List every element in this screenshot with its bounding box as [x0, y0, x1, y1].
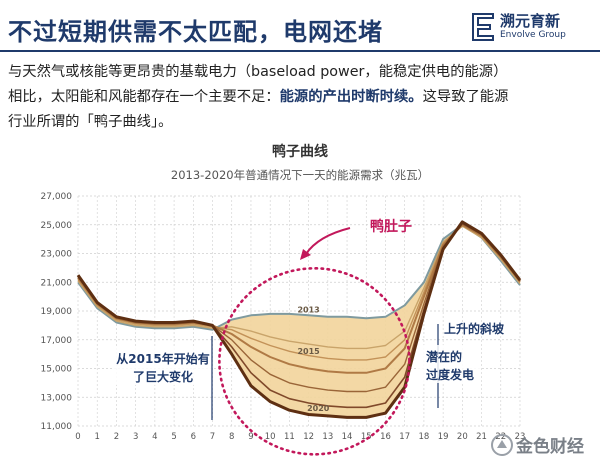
series-label-2020: 2020 [307, 404, 330, 413]
annotation-overgen-line-2: 过度发电 [426, 367, 474, 382]
header: 不过短期供需不太匹配，电网还堵 溯元育新 Envolve Group [0, 0, 600, 56]
x-tick-label: 8 [229, 432, 234, 442]
x-tick-label: 21 [476, 432, 487, 442]
paragraph-line-2-start: 相比，太阳能和风能都存在一个主要不足： [8, 89, 280, 105]
annotation-overgen-bg [418, 345, 480, 383]
series-line [76, 220, 522, 419]
x-tick-label: 20 [457, 432, 468, 442]
annotation-change-line-1: 从2015年开始有 [116, 351, 209, 366]
watermark-logo-icon [491, 434, 513, 456]
y-tick-label: 15,000 [41, 365, 73, 375]
x-tick-label: 11 [284, 432, 295, 442]
annotation-change-bg [114, 347, 212, 385]
x-tick-label: 2 [114, 432, 119, 442]
x-tick-label: 23 [515, 432, 526, 442]
series-label-2013: 2013 [297, 305, 319, 314]
series-line [77, 223, 521, 331]
x-tick-label: 16 [380, 432, 391, 442]
x-tick-label: 5 [171, 432, 176, 442]
y-tick-label: 27,000 [41, 192, 73, 202]
y-tick-label: 25,000 [41, 221, 73, 231]
annotation-ramp: 上升的斜坡 [444, 321, 505, 336]
x-tick-label: 6 [191, 432, 196, 442]
paragraph-line-2: 相比，太阳能和风能都存在一个主要不足：能源的产出时断时续。这导致了能源 [8, 85, 596, 110]
belly-dotted-circle [218, 267, 411, 456]
paragraph-line-3: 行业所谓的「鸭子曲线」。 [8, 114, 173, 130]
chart-title: 鸭子曲线 [272, 143, 328, 160]
watermark-text: 金色财经 [516, 437, 584, 457]
x-tick-label: 22 [495, 432, 506, 442]
intro-paragraph: 与天然气或核能等更昂贵的基载电力（baseload power，能稳定供电的能源… [8, 60, 596, 135]
x-tick-label: 17 [399, 432, 410, 442]
y-tick-label: 21,000 [41, 278, 73, 288]
duck-curve-chart: 鸭子曲线 2013-2020年普通情况下一天的能源需求（兆瓦） 11,000 13,0… [41, 143, 526, 456]
footer-watermark: 金色财经 [488, 430, 600, 458]
paragraph-line-2-end: 这导致了能源 [422, 89, 509, 105]
belly-arrow [305, 227, 351, 255]
brand-name: 溯元育新 [500, 12, 561, 30]
y-tick-label: 11,000 [41, 422, 73, 432]
paragraph-emphasis: 能源的产出时断时续。 [279, 89, 423, 105]
x-tick-label: 4 [152, 432, 157, 442]
y-tick-label: 23,000 [41, 250, 73, 260]
series-label-2015: 2015 [297, 347, 320, 356]
annotation-overgen-line-1: 潜在的 [426, 349, 462, 364]
x-tick-label: 7 [210, 432, 215, 442]
x-tick-label: 3 [133, 432, 138, 442]
x-tick-label: 12 [303, 432, 314, 442]
x-tick-label: 9 [248, 432, 253, 442]
x-tick-label: 10 [265, 432, 276, 442]
x-tick-label: 19 [438, 432, 449, 442]
x-tick-label: 0 [75, 432, 80, 442]
y-tick-label: 13,000 [41, 393, 73, 403]
annotation-belly: 鸭肚子 [370, 218, 412, 235]
demand-band-area [78, 221, 520, 418]
x-tick-label: 18 [418, 432, 429, 442]
y-tick-label: 19,000 [41, 307, 73, 317]
y-tick-label: 17,000 [41, 336, 73, 346]
chart-subtitle: 2013-2020年普通情况下一天的能源需求（兆瓦） [171, 168, 429, 182]
paragraph-line-1: 与天然气或核能等更昂贵的基载电力（baseload power，能稳定供电的能源… [8, 64, 508, 80]
header-divider [0, 50, 600, 52]
x-tick-label: 13 [322, 432, 333, 442]
brand-logo: 溯元育新 Envolve Group [470, 10, 595, 44]
belly-arrowhead [300, 249, 311, 260]
annotation-change-line-2: 了巨大变化 [133, 369, 193, 384]
x-tick-label: 15 [361, 432, 372, 442]
series-line [77, 225, 521, 350]
brand-name-english: Envolve Group [500, 30, 566, 40]
brand-mark-icon [472, 13, 494, 41]
x-tick-label: 14 [342, 432, 353, 442]
x-tick-label: 1 [95, 432, 100, 442]
headline: 不过短期供需不太匹配，电网还堵 [8, 18, 383, 46]
